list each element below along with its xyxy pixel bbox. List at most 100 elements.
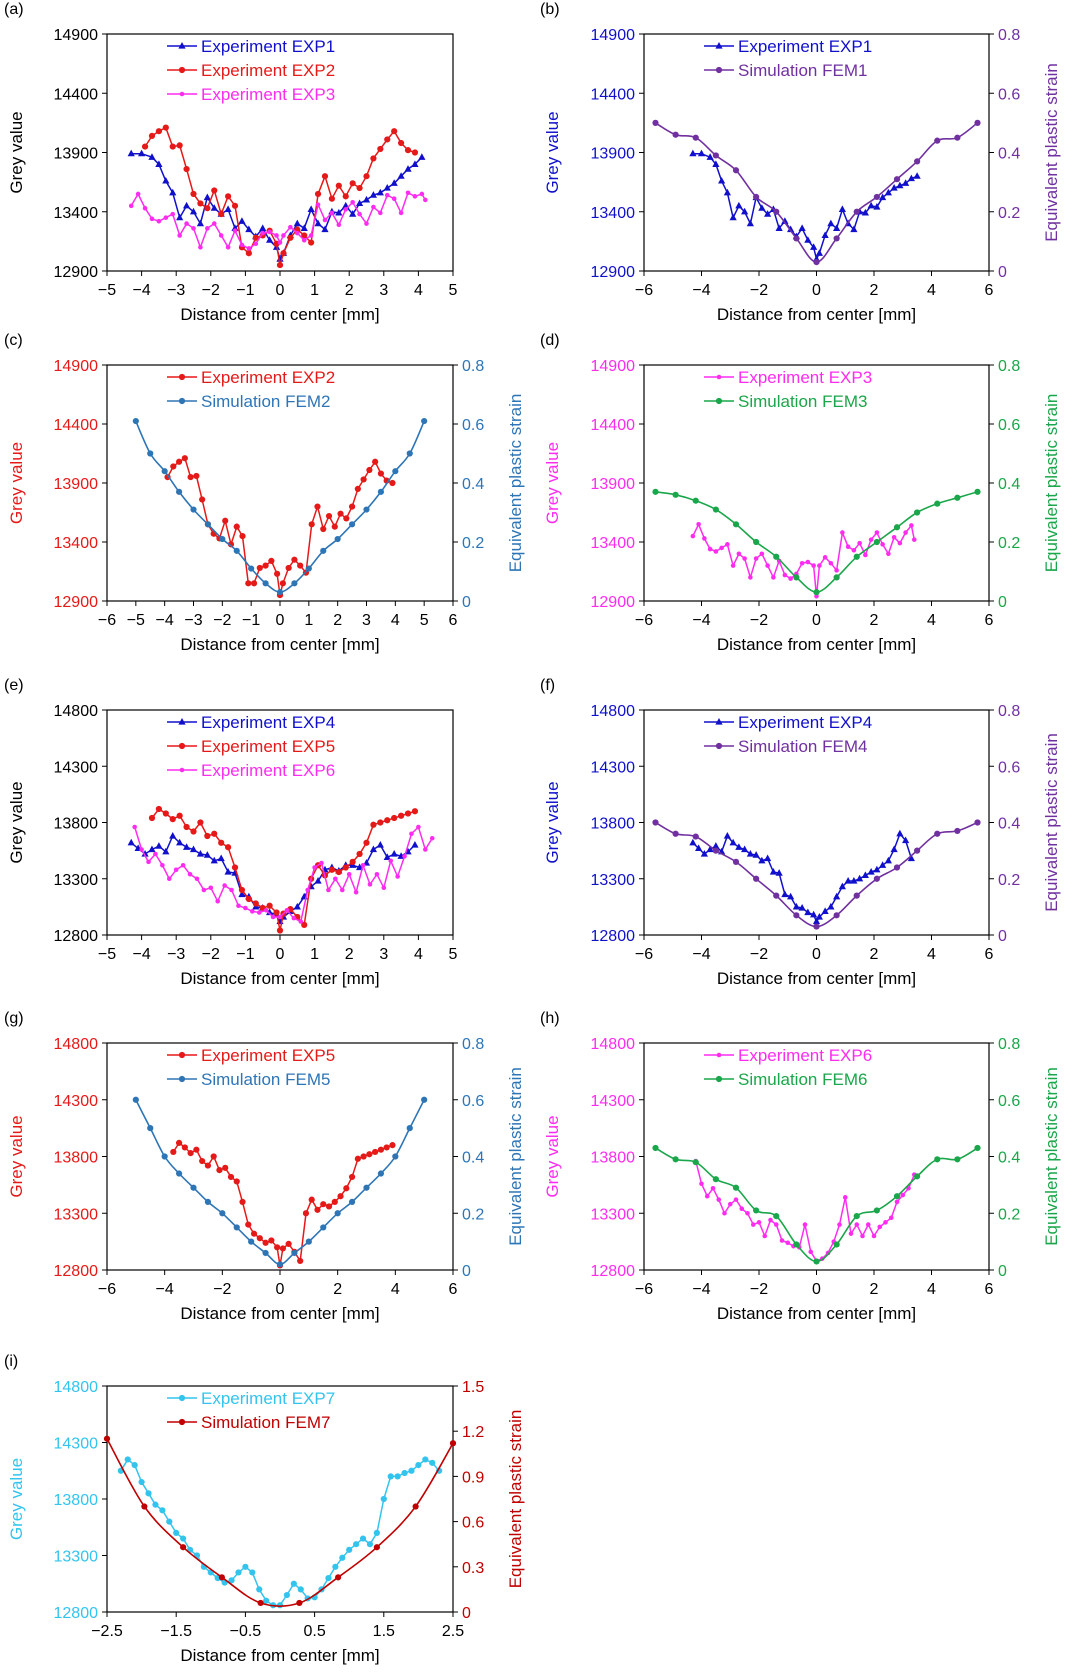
- y-tick-label: 13400: [591, 205, 636, 222]
- data-point: [257, 1599, 264, 1607]
- legend-label: Experiment EXP6: [201, 761, 335, 780]
- data-point: [758, 856, 766, 864]
- series-line: [695, 1160, 915, 1262]
- data-point: [771, 575, 776, 580]
- data-point: [227, 541, 235, 548]
- data-point: [369, 845, 378, 853]
- data-point: [692, 1159, 699, 1166]
- data-point: [328, 195, 335, 202]
- data-point: [259, 224, 267, 231]
- data-point: [902, 179, 910, 186]
- data-point: [176, 838, 184, 846]
- data-point: [173, 867, 179, 873]
- data-point: [334, 1210, 341, 1217]
- data-point: [166, 876, 172, 882]
- data-point: [753, 193, 760, 201]
- y2-tick-label: 0.8: [998, 27, 1020, 44]
- x-tick-label: −2: [202, 946, 220, 963]
- data-point: [406, 450, 413, 457]
- data-point: [284, 907, 290, 913]
- data-point: [903, 530, 908, 535]
- data-point: [914, 158, 921, 165]
- data-point: [145, 1490, 152, 1497]
- y-tick-label: 13800: [54, 816, 99, 833]
- data-point: [159, 1507, 166, 1514]
- data-point: [712, 847, 719, 854]
- data-point: [423, 847, 428, 852]
- x-tick-label: −4: [692, 946, 710, 963]
- chart-panel-a: (a) 12900 13400 13900 14400 14900 −5 −4 −3 −2 −1 0 1…: [4, 1, 458, 324]
- x-tick-label: 4: [414, 282, 423, 299]
- data-point: [321, 173, 329, 180]
- data-point: [813, 923, 820, 930]
- data-point: [180, 862, 186, 868]
- data-point: [184, 221, 189, 226]
- legend-label: Simulation FEM5: [201, 1070, 330, 1089]
- data-point: [219, 535, 226, 543]
- data-point: [301, 237, 307, 243]
- x-tick-label: −2: [202, 282, 220, 299]
- data-point: [867, 868, 875, 875]
- data-point: [155, 805, 162, 813]
- data-point: [370, 821, 377, 828]
- data-point: [388, 858, 394, 864]
- data-point: [383, 853, 391, 860]
- data-point: [753, 556, 759, 561]
- data-point: [873, 865, 881, 873]
- data-point: [863, 552, 868, 558]
- data-point: [736, 551, 742, 557]
- y-tick-label: 12800: [591, 1263, 636, 1280]
- data-point: [850, 225, 858, 233]
- data-point: [746, 219, 754, 227]
- data-point: [834, 568, 839, 573]
- x-tick-label: −0.5: [230, 1623, 262, 1640]
- y2-tick-label: 0.2: [998, 205, 1020, 222]
- data-point: [329, 210, 335, 216]
- data-point: [252, 234, 259, 241]
- data-point: [139, 847, 144, 852]
- data-point: [833, 235, 840, 242]
- y2-tick-label: 0: [462, 1263, 471, 1280]
- y-tick-label: 14800: [54, 1379, 99, 1396]
- data-point: [773, 208, 780, 215]
- legend-label: Simulation FEM4: [738, 737, 867, 756]
- legend-swatch-marker: [715, 397, 723, 405]
- y-tick-label: 13300: [54, 1206, 99, 1223]
- y-tick-label: 14300: [591, 759, 636, 776]
- y-tick-label: 13800: [591, 1150, 636, 1167]
- data-point: [811, 563, 816, 568]
- data-point: [954, 134, 961, 141]
- legend-swatch-marker: [178, 42, 186, 49]
- x-tick-label: −6: [98, 612, 116, 629]
- data-point: [187, 1149, 194, 1157]
- x-axis-label: Distance from center [mm]: [180, 1304, 379, 1323]
- data-point: [308, 521, 315, 528]
- legend-swatch-marker: [178, 1075, 186, 1083]
- y-tick-label: 14300: [54, 759, 99, 776]
- data-point: [672, 491, 679, 498]
- data-point: [320, 1224, 327, 1231]
- legend: Experiment EXP4 Simulation FEM4: [704, 713, 872, 756]
- x-tick-label: −3: [167, 282, 185, 299]
- x-tick-label: 6: [985, 1281, 994, 1298]
- data-point: [183, 165, 190, 173]
- data-point: [343, 207, 349, 212]
- data-point: [369, 191, 378, 198]
- data-point: [752, 851, 760, 858]
- data-point: [672, 1156, 679, 1163]
- data-point: [170, 1148, 177, 1156]
- data-point: [239, 1198, 246, 1205]
- data-point: [788, 576, 793, 581]
- x-tick-label: −4: [156, 612, 174, 629]
- data-point: [238, 217, 246, 224]
- series-simulation-fem5: [132, 1096, 428, 1268]
- legend-label: Simulation FEM3: [738, 392, 867, 411]
- data-point: [138, 1478, 145, 1486]
- data-point: [197, 819, 204, 826]
- data-point: [169, 188, 177, 196]
- data-point: [954, 1156, 961, 1163]
- data-point: [748, 575, 753, 580]
- data-point: [291, 580, 298, 587]
- y2-axis-label: Equivalent plastic strain: [506, 1067, 525, 1246]
- data-point: [276, 1261, 284, 1268]
